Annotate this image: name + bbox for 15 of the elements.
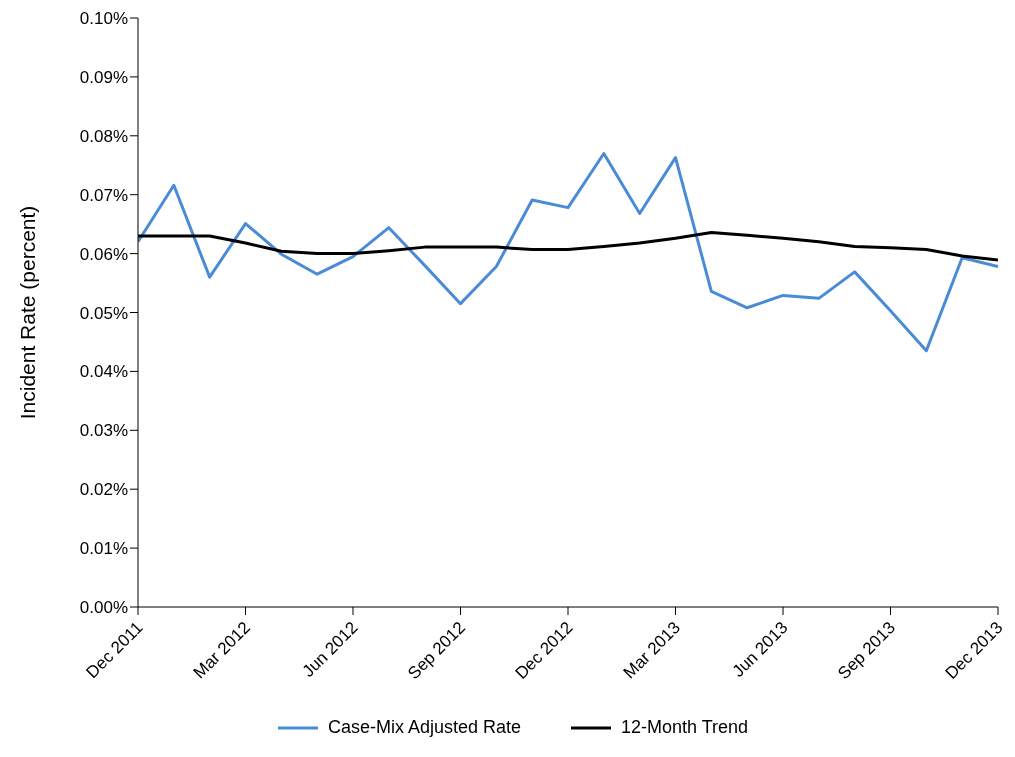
y-tick-label: 0.10%: [79, 9, 128, 29]
y-tick-label: 0.08%: [79, 126, 128, 146]
y-tick-label: 0.04%: [79, 362, 128, 382]
y-tick-label: 0.00%: [79, 598, 128, 618]
y-tick-label: 0.06%: [79, 244, 128, 264]
y-tick-label: 0.03%: [79, 421, 128, 441]
y-tick-label: 0.07%: [79, 185, 128, 205]
legend-label: Case-Mix Adjusted Rate: [327, 717, 521, 738]
legend-label: 12-Month Trend: [621, 717, 749, 738]
y-tick-label: 0.09%: [79, 67, 128, 87]
line-series: [138, 151, 998, 353]
y-tick-label: 0.02%: [79, 480, 128, 500]
y-axis-title: Incident Rate (percent): [16, 205, 40, 420]
y-tick-label: 0.01%: [79, 539, 128, 559]
y-tick-label: 0.05%: [79, 303, 128, 323]
